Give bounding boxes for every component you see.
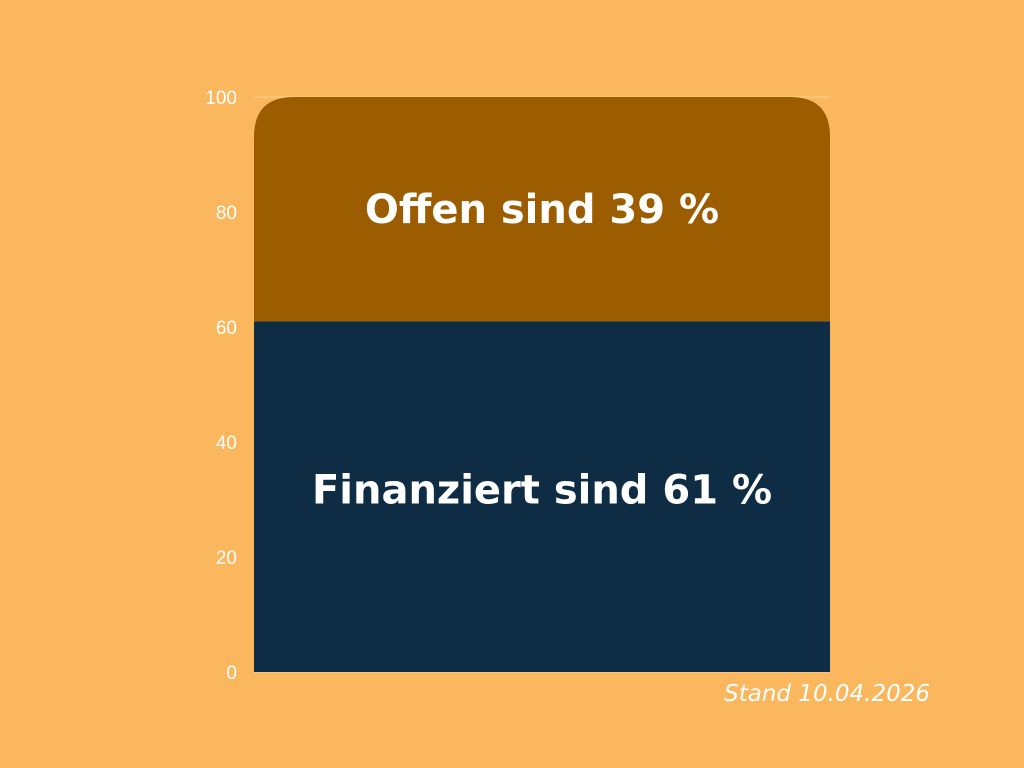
date-footnote: Stand 10.04.2026 — [724, 681, 930, 707]
y-tick-label: 20 — [216, 548, 237, 569]
segment-labels: Finanziert sind 61 % Offen sind 39 % — [312, 187, 772, 513]
y-tick-label: 60 — [216, 318, 237, 339]
bar-segment-open — [254, 97, 830, 322]
y-tick-label: 80 — [216, 203, 237, 224]
segment-label-financed: Finanziert sind 61 % — [312, 468, 772, 514]
segment-label-open: Offen sind 39 % — [365, 187, 719, 233]
y-tick-label: 100 — [205, 88, 237, 109]
bar-segments — [254, 97, 830, 672]
y-axis-ticks: 0 20 40 60 80 100 — [205, 88, 237, 684]
y-tick-label: 0 — [226, 663, 237, 684]
y-tick-label: 40 — [216, 433, 237, 454]
bar-segment-financed — [254, 321, 830, 672]
